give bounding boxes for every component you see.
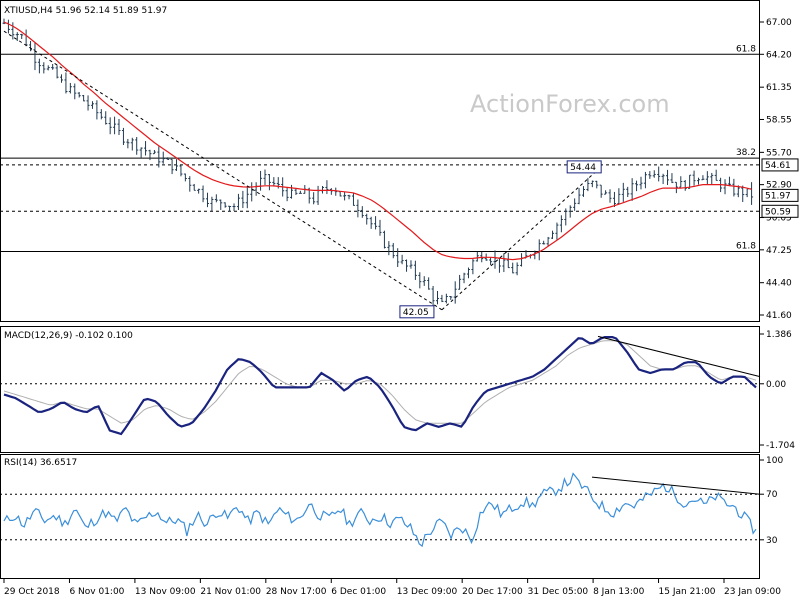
rsi-panel: 100 70 30	[0, 456, 783, 548]
macd-y-tick-label: 0.00	[766, 380, 786, 390]
macd-line	[3, 336, 757, 436]
price-annotation-box	[566, 160, 602, 174]
rsi-line	[3, 472, 757, 548]
uptrend-line	[441, 166, 602, 311]
x-tick-label: 31 Dec 05:00	[528, 587, 589, 597]
price-y-tick-label: 41.60	[766, 311, 792, 321]
x-tick-label: 21 Nov 01:00	[200, 587, 261, 597]
macd-divergence-line	[597, 335, 761, 378]
price-y-tick-label: 55.70	[766, 148, 792, 158]
x-tick-label: 20 Dec 17:00	[462, 587, 523, 597]
price-annotation-label: 42.05	[403, 308, 429, 318]
x-tick-label: 6 Nov 01:00	[69, 587, 124, 597]
rsi-divergence-line	[591, 476, 761, 495]
downtrend-line	[3, 30, 443, 311]
macd-signal-line	[3, 340, 757, 424]
symbol-header: XTIUSD,H4 51.96 52.14 51.89 51.97	[4, 6, 167, 16]
price-panel: 67.00 64.20 61.35 58.55 55.70 52.90 50.05 47.25…	[0, 18, 799, 321]
price-y-tick-label: 58.55	[766, 115, 792, 125]
price-panel-frame	[0, 0, 760, 322]
rsi-title: RSI(14) 36.6517	[4, 458, 77, 468]
x-tick-label: 28 Nov 17:00	[266, 587, 327, 597]
moving-average-line	[3, 21, 752, 261]
price-tag-label: 54.61	[765, 161, 791, 171]
x-tick-label: 13 Nov 09:00	[135, 587, 196, 597]
rsi-y-tick-label: 100	[766, 456, 783, 466]
x-tick-label: 29 Oct 2018	[4, 587, 60, 597]
x-tick-label: 15 Jan 21:00	[659, 587, 716, 597]
price-tag-label: 51.97	[765, 191, 791, 201]
price-y-tick-label: 52.90	[766, 181, 792, 191]
fib-level-label: 61.8	[736, 242, 756, 252]
price-y-tick-label: 67.00	[766, 18, 792, 28]
price-tag-box	[761, 204, 799, 218]
rsi-y-tick-label: 30	[766, 536, 778, 546]
price-tag-label: 50.59	[765, 207, 791, 217]
price-annotation-label: 54.44	[570, 163, 596, 173]
fib-level-label: 38.2	[736, 148, 756, 158]
macd-y-tick-label: 1.386	[766, 330, 792, 340]
macd-y-tick-label: -1.704	[766, 441, 795, 451]
macd-panel-frame	[0, 326, 760, 453]
fib-level-label: 61.8	[736, 44, 756, 54]
price-annotation-box	[399, 305, 435, 319]
macd-title: MACD(12,26,9) -0.102 0.100	[4, 331, 133, 341]
x-tick-label: 13 Dec 09:00	[397, 587, 458, 597]
x-tick-label: 6 Dec 01:00	[331, 587, 386, 597]
price-y-tick-label: 50.05	[766, 214, 792, 224]
price-tag-box	[761, 158, 799, 172]
price-y-tick-label: 61.35	[766, 83, 792, 93]
price-y-tick-label: 64.20	[766, 50, 792, 60]
price-tag-box	[761, 188, 799, 202]
time-axis: 29 Oct 2018 6 Nov 01:00 13 Nov 09:00 21 Nov…	[3, 579, 781, 597]
watermark: ActionForex.com	[470, 90, 670, 118]
rsi-y-tick-label: 70	[766, 490, 778, 500]
macd-panel: 1.386 0.00 -1.704	[0, 330, 795, 451]
price-y-tick-label: 44.40	[766, 279, 792, 289]
x-tick-label: 23 Jan 09:00	[724, 587, 781, 597]
rsi-panel-frame	[0, 454, 760, 579]
price-y-tick-label: 47.25	[766, 246, 792, 256]
x-tick-label: 8 Jan 13:00	[593, 587, 645, 597]
